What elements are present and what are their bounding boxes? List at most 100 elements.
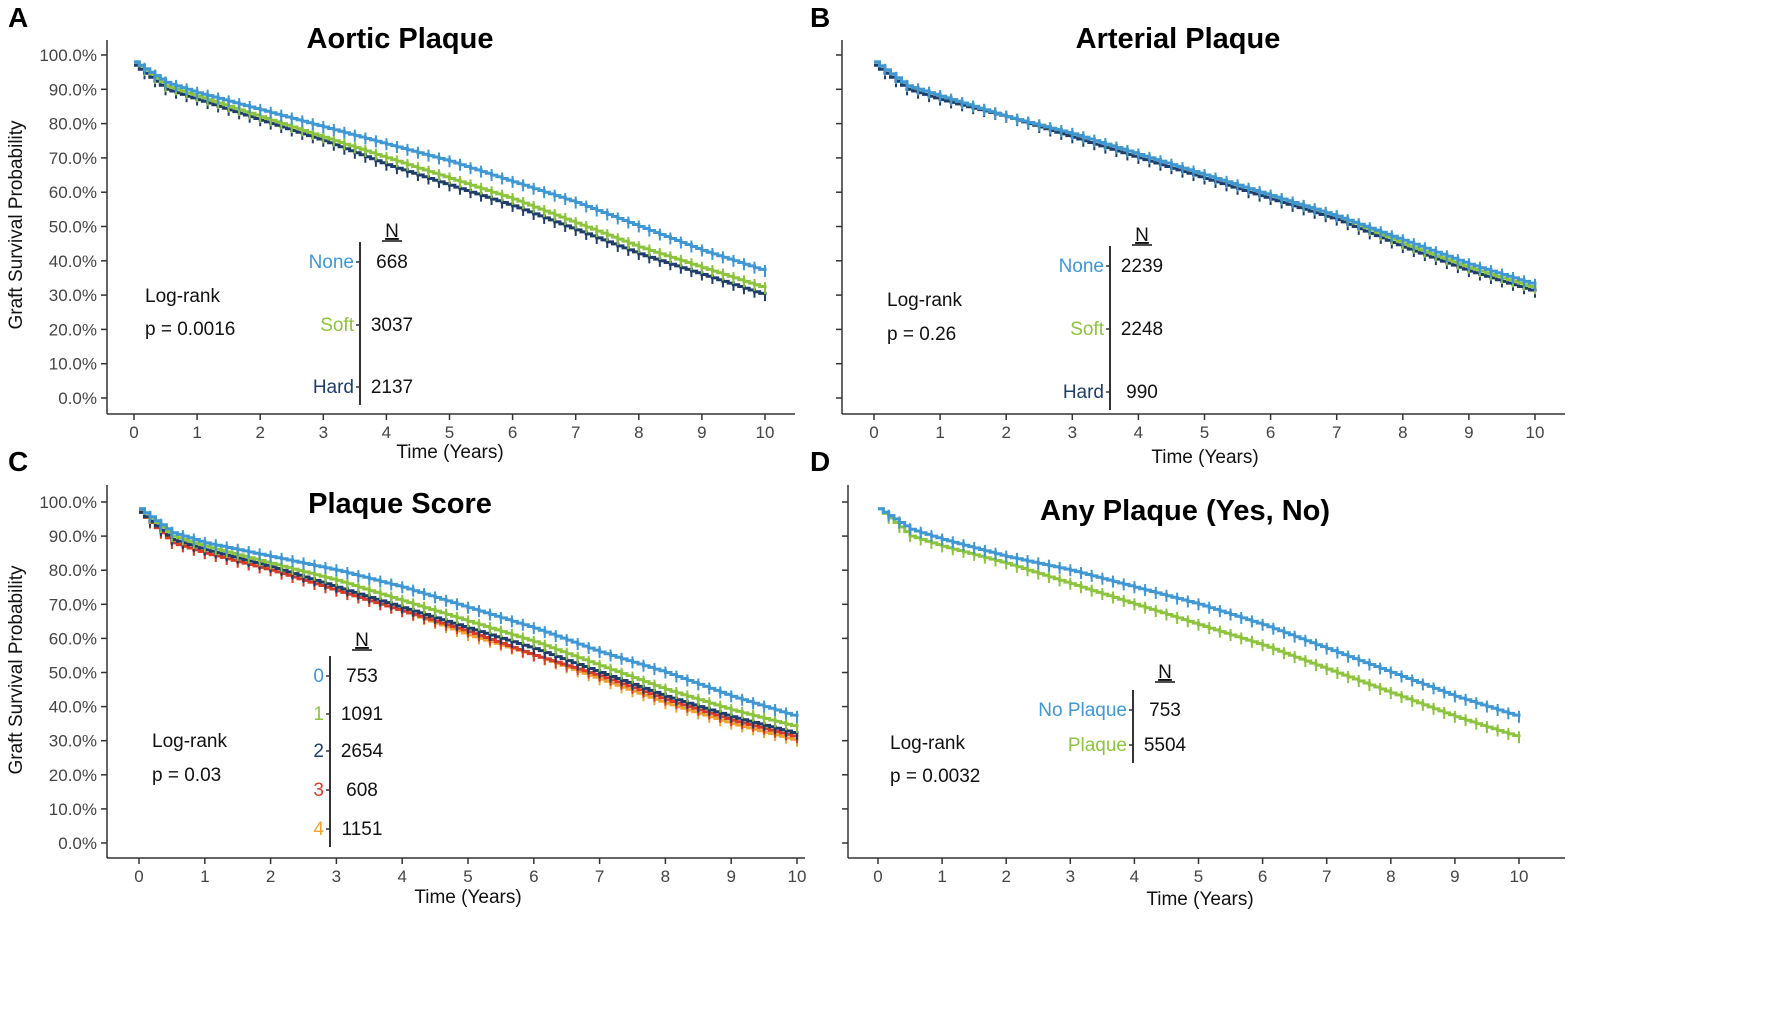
censor-marks — [887, 511, 1520, 744]
x-tick-label: 5 — [445, 423, 454, 442]
x-tick-label: 2 — [1001, 423, 1010, 442]
x-tick-label: 10 — [1510, 867, 1529, 886]
y-tick-label: 70.0% — [49, 595, 97, 614]
x-tick-label: 3 — [332, 867, 341, 886]
x-tick-label: 0 — [134, 867, 143, 886]
legend-group-label: Plaque — [1068, 735, 1127, 756]
censor-marks — [884, 63, 1536, 291]
x-tick-label: 6 — [1258, 867, 1267, 886]
legend-n-value: 2239 — [1121, 256, 1163, 277]
y-tick-label: 0.0% — [58, 389, 97, 408]
legend-header: N — [1135, 225, 1149, 246]
legend-n-value: 2137 — [371, 377, 413, 398]
risk-legend: N 0 753 1 1091 2 2654 3 608 4 1151 — [313, 630, 384, 847]
x-tick-label: 2 — [1001, 867, 1010, 886]
y-tick-label: 50.0% — [49, 218, 97, 237]
x-tick-label: 4 — [382, 423, 391, 442]
y-tick-label: 20.0% — [49, 320, 97, 339]
y-tick-label: 30.0% — [49, 732, 97, 751]
legend-group-label: 2 — [313, 741, 324, 762]
x-tick-label: 8 — [1386, 867, 1395, 886]
x-tick-label: 4 — [397, 867, 406, 886]
censor-marks — [143, 62, 766, 278]
p-value: p = 0.0016 — [145, 319, 235, 340]
x-tick-label: 6 — [1266, 423, 1275, 442]
censor-marks — [884, 67, 1536, 298]
panel-b: B Arterial Plaque 0 1 2 3 4 5 6 7 8 9 10 Time (Years)… — [810, 2, 1565, 468]
legend-group-label: 1 — [313, 704, 324, 725]
legend-n-value: 608 — [346, 780, 378, 801]
legend-header: N — [1158, 662, 1172, 683]
x-axis-title: Time (Years) — [1151, 447, 1258, 468]
y-tick-label: 60.0% — [49, 183, 97, 202]
x-tick-label: 10 — [1526, 423, 1545, 442]
y-tick-label: 40.0% — [49, 252, 97, 271]
risk-legend: N No Plaque 753 Plaque 5504 — [1038, 662, 1187, 763]
y-tick-label: 70.0% — [49, 149, 97, 168]
logrank-label: Log-rank — [152, 731, 227, 752]
y-tick-label: 30.0% — [49, 286, 97, 305]
censor-marks — [143, 63, 766, 295]
x-tick-label: 0 — [129, 423, 138, 442]
panel-label: A — [8, 2, 28, 33]
y-tick-label: 10.0% — [49, 800, 97, 819]
legend-group-label: None — [1059, 256, 1104, 277]
x-tick-label: 4 — [1130, 867, 1139, 886]
legend-n-value: 2248 — [1121, 319, 1163, 340]
p-value: p = 0.03 — [152, 765, 221, 786]
legend-group-label: Soft — [1070, 319, 1105, 340]
x-tick-label: 7 — [1322, 867, 1331, 886]
chart-title: Aortic Plaque — [307, 23, 494, 55]
legend-n-value: 2654 — [341, 741, 384, 762]
y-tick-label: 60.0% — [49, 629, 97, 648]
x-tick-label: 3 — [1066, 867, 1075, 886]
legend-n-value: 1151 — [342, 819, 383, 840]
logrank-label: Log-rank — [145, 286, 220, 307]
censor-marks — [887, 509, 1520, 723]
y-tick-label: 50.0% — [49, 664, 97, 683]
x-tick-label: 7 — [595, 867, 604, 886]
y-tick-label: 40.0% — [49, 698, 97, 717]
y-tick-label: 100.0% — [39, 46, 97, 65]
y-axis-title: Graft Survival Probability — [6, 120, 27, 330]
x-tick-label: 9 — [1464, 423, 1473, 442]
panel-label: B — [810, 2, 830, 33]
x-axis-title: Time (Years) — [414, 887, 521, 908]
y-tick-label: 20.0% — [49, 766, 97, 785]
x-tick-label: 2 — [255, 423, 264, 442]
x-tick-label: 7 — [1332, 423, 1341, 442]
y-tick-label: 10.0% — [49, 355, 97, 374]
y-tick-label: 0.0% — [58, 834, 97, 853]
x-tick-label: 0 — [869, 423, 878, 442]
chart-title: Any Plaque (Yes, No) — [1040, 495, 1330, 527]
x-tick-label: 6 — [508, 423, 517, 442]
x-tick-label: 7 — [571, 423, 580, 442]
p-value: p = 0.0032 — [890, 766, 980, 787]
legend-n-value: 1091 — [341, 704, 383, 725]
risk-legend: N None 2239 Soft 2248 Hard 990 — [1059, 225, 1163, 410]
x-tick-label: 5 — [463, 867, 472, 886]
x-tick-label: 5 — [1200, 423, 1209, 442]
legend-header: N — [355, 630, 369, 651]
panel-label: D — [810, 446, 830, 477]
panel-d: D Any Plaque (Yes, No) 0 1 2 3 4 5 6 7 8 9 10 Time (Y… — [810, 446, 1565, 910]
x-tick-label: 1 — [192, 423, 201, 442]
x-axis-title: Time (Years) — [1146, 889, 1253, 910]
x-axis-title: Time (Years) — [396, 442, 503, 463]
censor-marks — [148, 510, 798, 723]
legend-header: N — [385, 221, 399, 242]
x-tick-label: 10 — [756, 423, 775, 442]
legend-group-label: 4 — [313, 819, 324, 840]
logrank-label: Log-rank — [890, 733, 965, 754]
x-tick-label: 3 — [1068, 423, 1077, 442]
y-tick-label: 90.0% — [49, 527, 97, 546]
y-axis-title: Graft Survival Probability — [6, 565, 27, 775]
x-tick-label: 9 — [726, 867, 735, 886]
x-tick-label: 4 — [1134, 423, 1143, 442]
logrank-label: Log-rank — [887, 290, 962, 311]
p-value: p = 0.26 — [887, 324, 956, 345]
panel-label: C — [8, 446, 28, 477]
